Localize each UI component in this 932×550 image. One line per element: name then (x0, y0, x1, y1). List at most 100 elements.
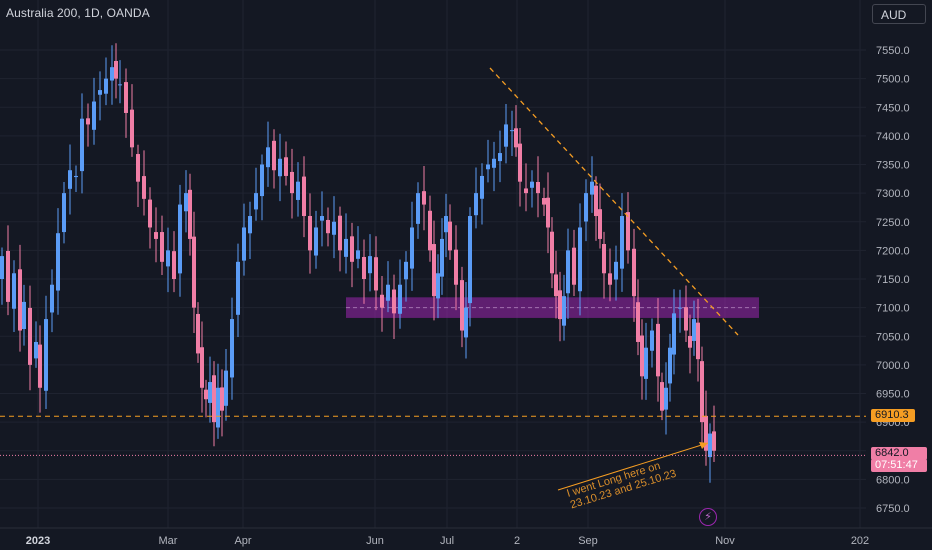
candle-body (436, 273, 440, 299)
y-tick-label: 6750.0 (876, 503, 910, 515)
candle-body (554, 274, 558, 297)
candle-body (422, 191, 426, 205)
y-tick-label: 7200.0 (876, 245, 910, 257)
x-tick-label: 2 (514, 535, 520, 547)
candle-body (368, 256, 372, 274)
candle-body (192, 236, 196, 308)
horizontal-level-badge: 6910.3 (871, 409, 915, 422)
candle-body (524, 188, 528, 194)
candle-body (110, 67, 114, 81)
candle-body (160, 232, 164, 262)
candle-body (416, 193, 420, 224)
candle-body (398, 284, 402, 314)
candle-body (392, 289, 396, 314)
candle-body (474, 193, 478, 216)
candle-body (296, 181, 300, 200)
y-tick-label: 7500.0 (876, 74, 910, 86)
candle-body (696, 322, 700, 360)
candle-body (0, 256, 4, 279)
candle-body (22, 301, 26, 329)
candle-body (172, 251, 176, 279)
candle-body (166, 250, 170, 267)
lightning-icon[interactable]: ⚡ (699, 508, 717, 526)
candle-body (332, 221, 336, 235)
candle-body (284, 157, 288, 176)
candle-body (242, 227, 246, 261)
candle-body (188, 189, 192, 239)
candle-body (510, 130, 514, 132)
x-tick-label: Jun (366, 535, 384, 547)
y-tick-label: 7400.0 (876, 131, 910, 143)
candle-body (536, 181, 540, 194)
candle-body (432, 244, 436, 297)
candle-body (594, 185, 598, 217)
candle-body (314, 227, 318, 256)
candle-body (196, 313, 200, 354)
descending-trendline (489, 67, 739, 336)
candle-body (142, 176, 146, 199)
candle-body (602, 243, 606, 274)
y-tick-label: 7450.0 (876, 102, 910, 114)
candle-body (278, 158, 282, 177)
candle-body (56, 233, 60, 291)
candle-body (44, 319, 48, 391)
candle-body (62, 193, 66, 233)
candle-body (704, 415, 708, 451)
candle-body (308, 215, 312, 251)
candle-body (640, 335, 644, 377)
annotation-arrowhead (699, 442, 708, 449)
candle-body (668, 347, 672, 384)
candle-body (104, 78, 108, 94)
x-tick-label: Nov (715, 535, 735, 547)
candle-body (620, 216, 624, 269)
candle-body (480, 175, 484, 199)
candle-body (410, 227, 414, 269)
candle-body (598, 209, 602, 239)
candle-body (518, 143, 522, 182)
candle-body (712, 431, 716, 451)
candle-body (692, 319, 696, 341)
candle-body (130, 109, 134, 148)
candle-body (230, 319, 234, 378)
candle-body (492, 158, 496, 168)
candle-body (464, 307, 468, 338)
candle-body (320, 216, 324, 221)
candle-body (80, 118, 84, 172)
candle-body (626, 212, 630, 251)
candle-body (34, 341, 38, 359)
candle-body (254, 193, 258, 210)
candle-body (584, 193, 588, 222)
candle-body (386, 284, 390, 301)
candle-body (664, 387, 668, 410)
currency-button[interactable]: AUD (872, 4, 926, 24)
candle-body (148, 199, 152, 228)
y-tick-label: 6800.0 (876, 474, 910, 486)
candle-body (224, 370, 228, 406)
candle-body (356, 250, 360, 259)
candle-body (498, 153, 502, 162)
candle-body (290, 171, 294, 194)
candle-body (558, 290, 562, 320)
candle-body (688, 335, 692, 348)
candle-body (380, 294, 384, 308)
y-tick-label: 7350.0 (876, 160, 910, 172)
candle-body (440, 238, 444, 277)
candle-body (700, 361, 704, 423)
y-tick-label: 7100.0 (876, 303, 910, 315)
last-price-badge: 6842.0 (871, 447, 927, 460)
candle-body (38, 344, 42, 388)
y-tick-label: 7150.0 (876, 274, 910, 286)
candle-body (216, 387, 220, 428)
candle-body (68, 170, 72, 189)
y-tick-label: 7550.0 (876, 45, 910, 57)
candle-body (220, 387, 224, 411)
candle-body (660, 382, 664, 411)
candle-body (656, 323, 660, 377)
candle-body (236, 261, 240, 315)
candle-body (12, 273, 16, 309)
x-tick-label: Sep (578, 535, 598, 547)
candle-body (344, 238, 348, 257)
candle-body (272, 140, 276, 171)
candle-body (672, 313, 676, 355)
